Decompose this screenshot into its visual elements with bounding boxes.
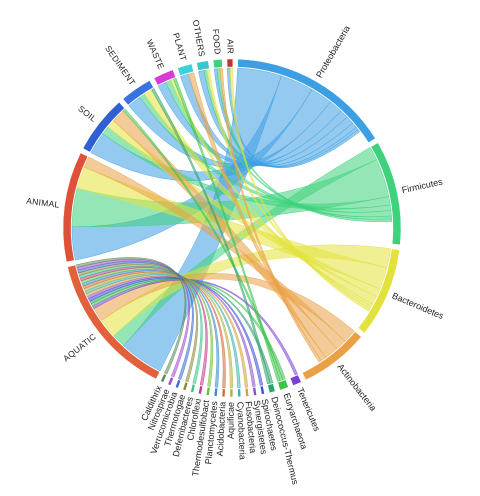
segment-arc: [82, 101, 125, 153]
segment-arc: [205, 386, 211, 396]
segment-arc: [289, 374, 302, 386]
segment-arc: [212, 59, 223, 69]
chord: [219, 68, 322, 363]
segment-arc: [174, 379, 181, 389]
segment-arc: [190, 383, 196, 393]
target-label: Aquificae: [226, 402, 236, 439]
source-label: AIR: [225, 39, 235, 54]
segment-arc: [267, 383, 276, 394]
chord: [188, 72, 327, 362]
source-label: ANIMAL: [26, 196, 60, 210]
source-label: OTHERS: [191, 19, 207, 57]
segment-arc: [252, 386, 257, 396]
chord: [75, 257, 187, 375]
segment-arc: [244, 387, 250, 397]
segment-arc: [226, 58, 234, 68]
source-label: FOOD: [211, 28, 223, 55]
segment-arc: [213, 387, 218, 397]
target-label: Actinobacteria: [335, 362, 378, 413]
segment-arc: [357, 248, 400, 334]
segment-arc: [177, 63, 194, 76]
target-label: Bacteroidetes: [391, 291, 446, 322]
target-label: Acidobacteria: [215, 401, 228, 456]
arcs: [62, 58, 402, 398]
chord: [206, 69, 372, 310]
segment-arc: [198, 385, 203, 395]
segment-arc: [196, 60, 210, 71]
segment-arc: [221, 388, 226, 398]
segment-arc: [160, 373, 167, 383]
chord: [151, 87, 271, 385]
segment-arc: [153, 69, 176, 86]
target-label: Firmicutes: [401, 176, 444, 195]
segment-arc: [167, 376, 174, 386]
segment-arc: [67, 264, 160, 380]
segment-arc: [259, 385, 265, 395]
target-label: Fusobacteria: [243, 401, 258, 454]
source-label: SEDIMENT: [103, 44, 138, 88]
target-label: Cyanobacteria: [235, 402, 248, 460]
segment-arc: [229, 388, 234, 398]
chord: [173, 77, 281, 382]
segment-arc: [237, 388, 242, 398]
source-label: PLANT: [171, 32, 189, 63]
chord: [83, 156, 346, 350]
segment-arc: [370, 142, 402, 246]
segment-arc: [237, 58, 376, 144]
chords: [71, 67, 393, 389]
chord: [229, 67, 371, 312]
target-label: Proteobacteria: [314, 24, 352, 80]
source-label: WASTE: [145, 38, 167, 71]
source-label: AQUATIC: [61, 331, 98, 363]
chord: [122, 108, 284, 381]
segment-arc: [277, 379, 289, 391]
segment-arc: [62, 152, 89, 263]
source-label: SOIL: [76, 103, 98, 124]
segment-arc: [182, 381, 189, 391]
segment-arc: [122, 80, 154, 106]
segment-arc: [301, 331, 362, 381]
